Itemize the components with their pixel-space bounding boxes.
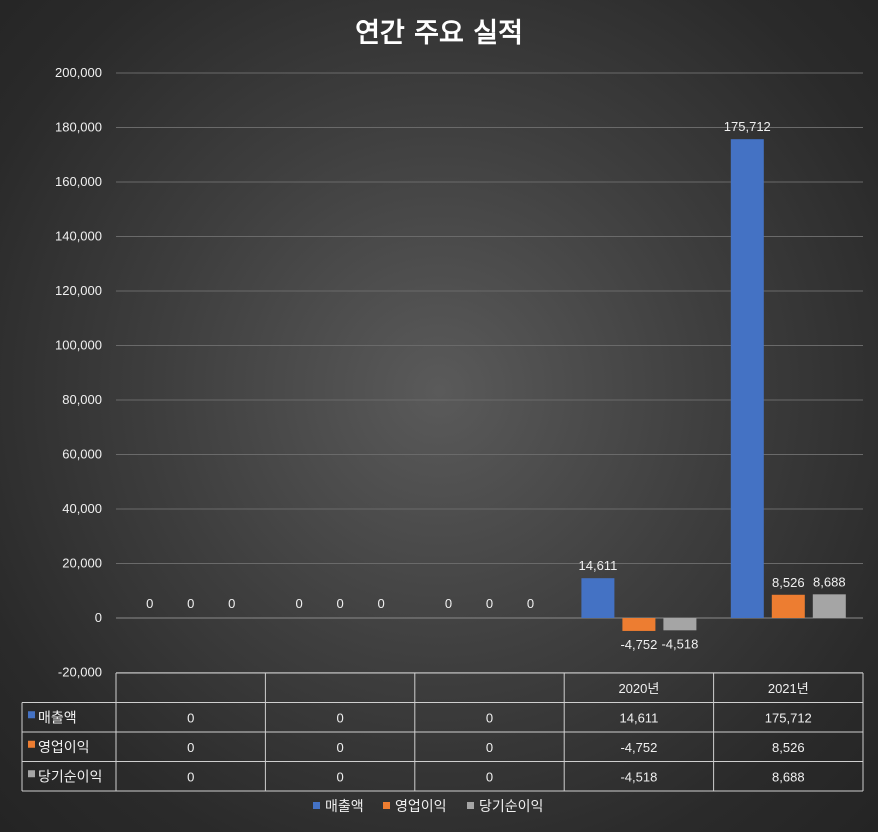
table-series-marker <box>28 770 35 778</box>
table-cell: -4,752 <box>620 740 657 755</box>
data-label: 0 <box>187 596 194 611</box>
table-cell: 14,611 <box>620 710 659 725</box>
table-cell: 0 <box>336 740 343 755</box>
legend-entry: 당기순이익 <box>479 799 543 815</box>
y-tick-label: 40,000 <box>62 501 102 516</box>
legend-entry: 영업이익 <box>395 799 447 815</box>
table-series-name: 당기순이익 <box>38 769 102 785</box>
table-cell: 0 <box>187 740 194 755</box>
data-label: 0 <box>377 596 384 611</box>
y-tick-label: 180,000 <box>55 120 102 135</box>
data-label: -4,518 <box>661 636 698 651</box>
bar <box>581 578 615 618</box>
y-tick-label: 200,000 <box>55 65 102 80</box>
chart-title: 연간 주요 실적 <box>355 18 523 49</box>
data-label: 0 <box>146 596 153 611</box>
table-series-name: 매출액 <box>38 710 77 726</box>
data-label: 0 <box>295 596 302 611</box>
bar <box>771 594 805 618</box>
y-tick-label: -20,000 <box>58 665 102 680</box>
table-cell: 8,688 <box>772 769 805 784</box>
y-tick-label: 0 <box>95 610 102 625</box>
table-cell: 8,526 <box>772 740 805 755</box>
data-labels: 0 0 0 14,611 175,712 0 0 0 -4,752 8,526 0 0 0 -4,518 8… <box>146 119 845 652</box>
legend-marker <box>467 802 474 809</box>
table-series-name: 영업이익 <box>38 740 90 756</box>
data-label: 175,712 <box>724 119 771 134</box>
table-header-cell: 2020년 <box>618 681 659 696</box>
data-label: 0 <box>445 596 452 611</box>
table-series-marker <box>28 711 35 719</box>
table-cell: 0 <box>187 710 194 725</box>
table-cell: 0 <box>486 710 493 725</box>
table-cell: 0 <box>336 710 343 725</box>
y-tick-label: 160,000 <box>55 174 102 189</box>
data-label: -4,752 <box>620 637 657 652</box>
table-cell: 0 <box>336 769 343 784</box>
legend-marker <box>383 802 390 809</box>
table-series-marker <box>28 740 35 748</box>
legend-entry: 매출액 <box>325 799 364 815</box>
data-label: 8,688 <box>813 574 846 589</box>
data-label: 8,526 <box>772 575 805 590</box>
y-tick-label: 60,000 <box>62 447 102 462</box>
y-tick-label: 100,000 <box>55 338 102 353</box>
data-label: 14,611 <box>579 558 618 573</box>
y-tick-label: 80,000 <box>62 392 102 407</box>
y-tick-label: 120,000 <box>55 283 102 298</box>
y-tick-label: 140,000 <box>55 229 102 244</box>
data-label: 0 <box>336 596 343 611</box>
y-tick-label: 20,000 <box>62 556 102 571</box>
table-header-cell: 2021년 <box>768 681 809 696</box>
table-cell: 0 <box>486 769 493 784</box>
table-cell: 0 <box>486 740 493 755</box>
bar <box>663 618 697 631</box>
table-cell: 0 <box>187 769 194 784</box>
data-label: 0 <box>527 596 534 611</box>
data-label: 0 <box>486 596 493 611</box>
legend-marker <box>313 802 320 809</box>
bars <box>581 139 846 631</box>
bar <box>730 139 764 618</box>
bar <box>622 618 656 631</box>
y-axis: -20,000 0 20,000 40,000 60,000 80,000 100,000 1… <box>55 65 102 680</box>
bar <box>812 594 846 618</box>
legend: 매출액 영업이익 당기순이익 <box>313 799 543 815</box>
table-cell: 175,712 <box>765 710 812 725</box>
table-cell: -4,518 <box>620 769 657 784</box>
data-label: 0 <box>228 596 235 611</box>
